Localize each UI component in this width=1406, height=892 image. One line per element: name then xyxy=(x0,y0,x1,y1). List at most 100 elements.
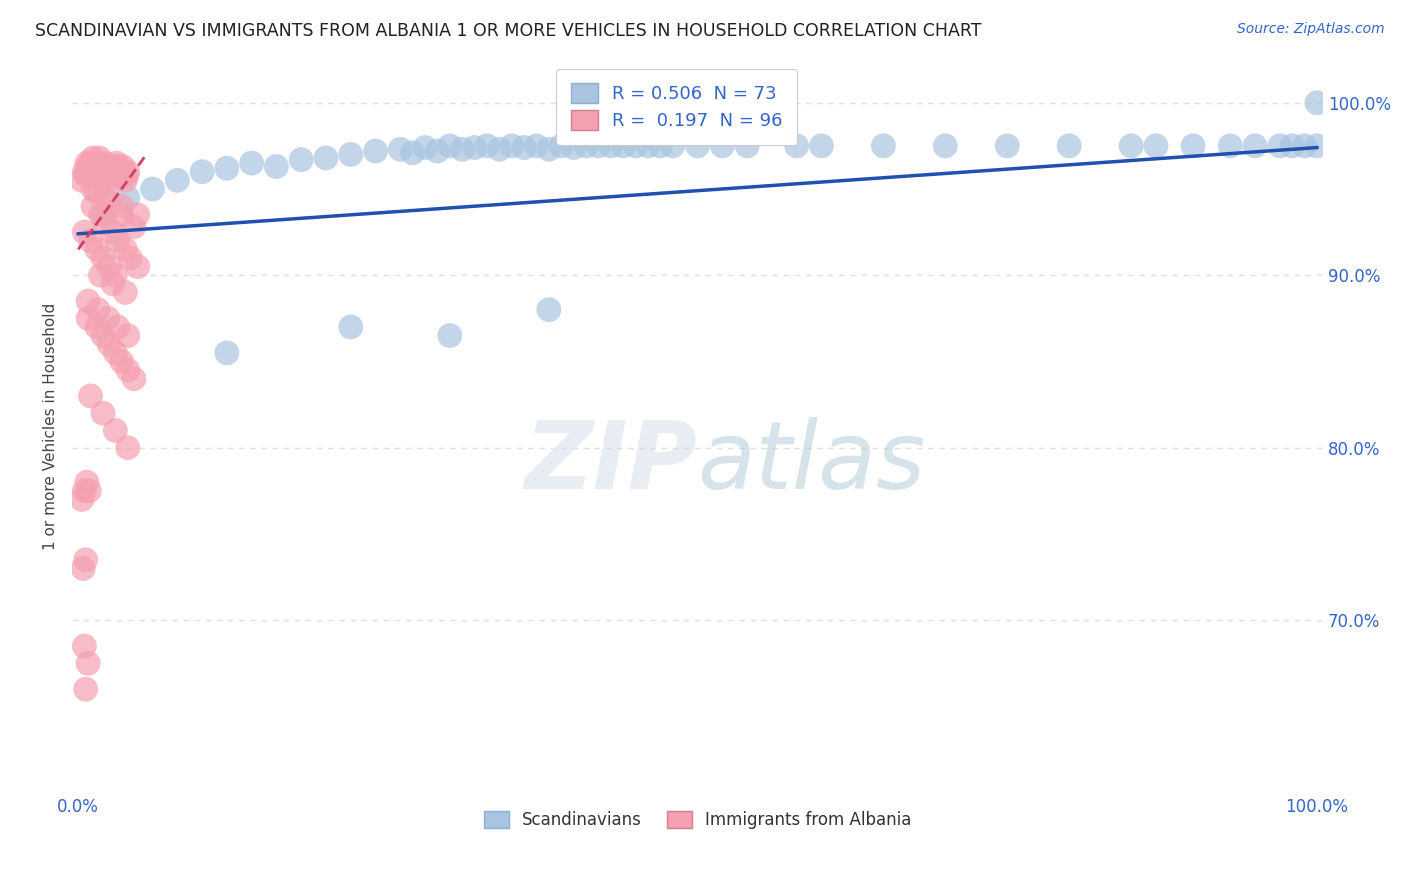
Point xyxy=(73,483,96,498)
Point xyxy=(72,561,94,575)
Point xyxy=(290,153,312,167)
Point xyxy=(315,151,337,165)
Point xyxy=(87,160,110,174)
Point xyxy=(87,302,110,317)
Point xyxy=(114,173,136,187)
Legend: Scandinavians, Immigrants from Albania: Scandinavians, Immigrants from Albania xyxy=(477,804,918,836)
Point xyxy=(96,168,118,182)
Point xyxy=(97,160,120,174)
Point xyxy=(166,173,188,187)
Point xyxy=(117,328,139,343)
Point xyxy=(141,182,163,196)
Point xyxy=(588,138,610,153)
Point xyxy=(1281,138,1303,153)
Point xyxy=(101,225,124,239)
Point xyxy=(117,363,139,377)
Point xyxy=(86,156,108,170)
Point xyxy=(426,144,449,158)
Point xyxy=(339,320,361,334)
Point xyxy=(91,160,114,174)
Point xyxy=(122,372,145,386)
Point xyxy=(79,156,101,170)
Point xyxy=(413,140,436,154)
Point xyxy=(77,294,100,309)
Point xyxy=(110,208,132,222)
Point xyxy=(1306,138,1329,153)
Point xyxy=(107,160,129,174)
Point xyxy=(100,168,122,182)
Point xyxy=(612,138,634,153)
Point xyxy=(1057,138,1080,153)
Point xyxy=(215,161,238,176)
Point xyxy=(501,138,523,153)
Point xyxy=(98,337,121,351)
Point xyxy=(711,138,734,153)
Point xyxy=(98,165,121,179)
Point xyxy=(91,208,114,222)
Point xyxy=(89,151,111,165)
Point xyxy=(110,354,132,368)
Point xyxy=(339,147,361,161)
Point xyxy=(75,553,97,567)
Point xyxy=(86,243,108,257)
Point xyxy=(104,168,127,182)
Point xyxy=(98,195,121,210)
Point xyxy=(439,138,461,153)
Point xyxy=(439,328,461,343)
Point xyxy=(75,168,97,182)
Point xyxy=(94,217,117,231)
Point xyxy=(117,441,139,455)
Point xyxy=(122,219,145,234)
Point xyxy=(79,389,101,403)
Point xyxy=(624,138,647,153)
Point xyxy=(735,138,758,153)
Point xyxy=(101,277,124,291)
Point xyxy=(76,156,98,170)
Point xyxy=(117,191,139,205)
Point xyxy=(995,138,1018,153)
Point xyxy=(91,251,114,265)
Point xyxy=(101,160,124,174)
Point xyxy=(810,138,832,153)
Point xyxy=(1182,138,1205,153)
Point xyxy=(84,168,107,182)
Point xyxy=(599,138,621,153)
Point xyxy=(114,243,136,257)
Point xyxy=(662,138,685,153)
Point xyxy=(82,182,104,196)
Point xyxy=(786,138,808,153)
Point xyxy=(488,142,510,156)
Point xyxy=(105,156,128,170)
Point xyxy=(191,165,214,179)
Y-axis label: 1 or more Vehicles in Household: 1 or more Vehicles in Household xyxy=(44,302,58,549)
Point xyxy=(76,475,98,490)
Text: Source: ZipAtlas.com: Source: ZipAtlas.com xyxy=(1237,22,1385,37)
Point xyxy=(97,311,120,326)
Point xyxy=(686,138,709,153)
Point xyxy=(90,173,112,187)
Point xyxy=(104,268,127,283)
Point xyxy=(120,251,142,265)
Point xyxy=(1121,138,1143,153)
Point xyxy=(1294,138,1316,153)
Point xyxy=(513,140,536,154)
Point xyxy=(82,151,104,165)
Point xyxy=(91,328,114,343)
Point xyxy=(75,682,97,697)
Point xyxy=(98,260,121,274)
Point xyxy=(80,160,103,174)
Text: ZIP: ZIP xyxy=(524,417,697,508)
Point xyxy=(240,156,263,170)
Point xyxy=(451,142,474,156)
Point xyxy=(111,160,134,174)
Point xyxy=(83,161,105,176)
Point xyxy=(77,657,100,671)
Point xyxy=(70,173,93,187)
Point xyxy=(364,144,387,158)
Point xyxy=(562,140,585,154)
Point xyxy=(872,138,894,153)
Point xyxy=(1268,138,1291,153)
Point xyxy=(104,424,127,438)
Point xyxy=(91,406,114,420)
Point xyxy=(86,186,108,200)
